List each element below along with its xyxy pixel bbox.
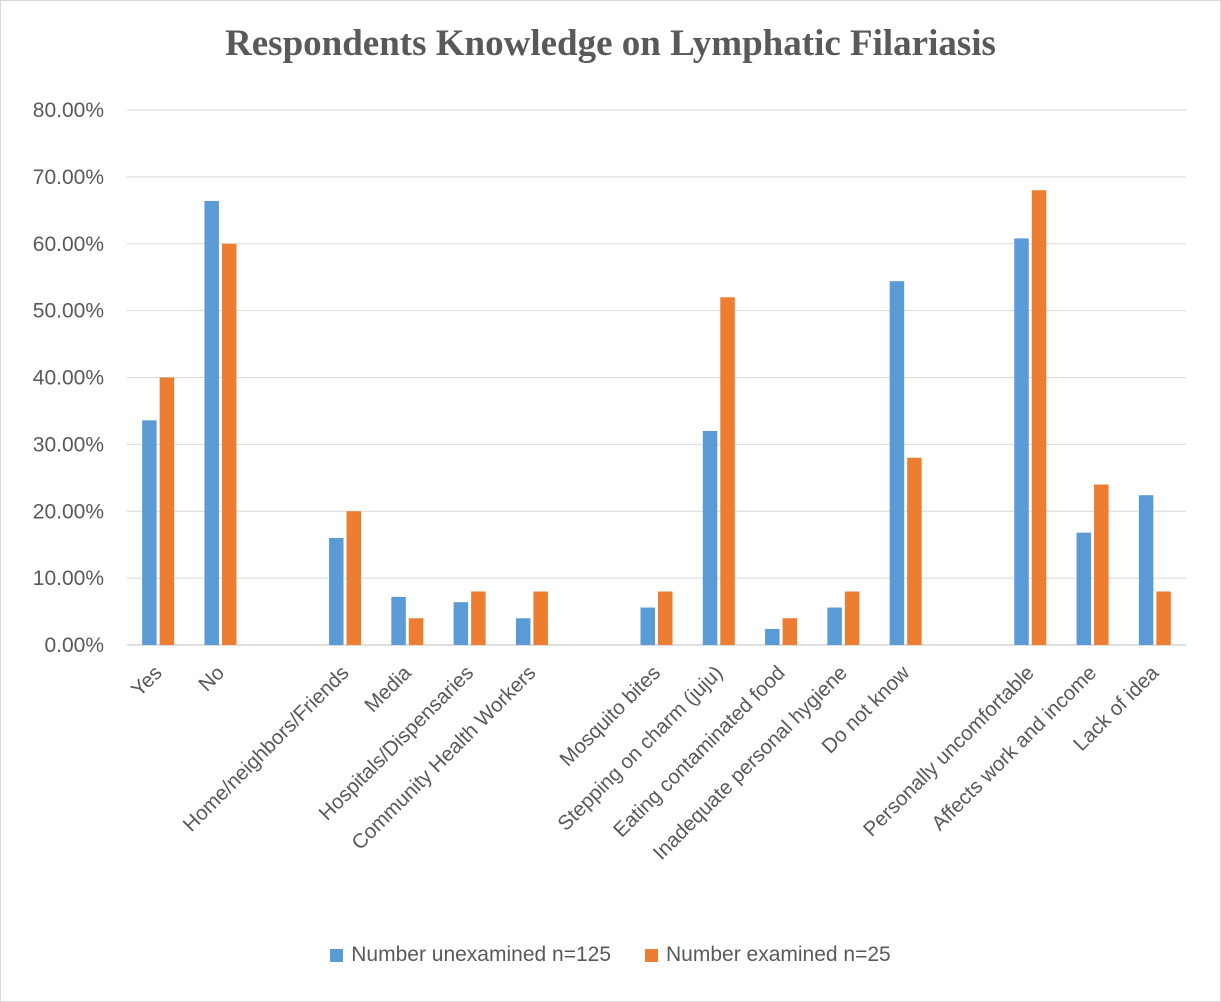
bar-examined	[221, 243, 237, 645]
legend-label-unexamined: Number unexamined n=125	[351, 943, 612, 966]
bar-examined	[844, 591, 860, 645]
y-tick-label: 80.00%	[33, 99, 104, 122]
x-category-label: Media	[360, 661, 416, 717]
bar-unexamined	[889, 281, 905, 645]
bar-unexamined	[515, 618, 531, 645]
bar-unexamined	[453, 602, 469, 645]
chart-title: Respondents Knowledge on Lymphatic Filar…	[225, 23, 996, 64]
x-category-label: Yes	[127, 661, 167, 701]
bar-unexamined	[1076, 532, 1092, 645]
bar-examined	[1094, 484, 1109, 645]
bar-unexamined	[329, 538, 344, 645]
legend-swatch-examined	[645, 948, 659, 962]
bar-examined	[907, 457, 922, 645]
bar-unexamined	[640, 607, 655, 645]
bar-unexamined	[765, 628, 780, 645]
bar-examined	[471, 591, 486, 645]
bar-examined	[1156, 591, 1171, 645]
gridlines	[127, 109, 1186, 646]
y-tick-label: 70.00%	[33, 166, 104, 189]
y-axis-tick-labels: 0.00% 10.00% 20.00% 30.00% 40.00% 50.00% 60.00…	[33, 99, 104, 657]
bars	[142, 190, 1171, 645]
bar-unexamined	[702, 431, 718, 645]
y-tick-label: 0.00%	[44, 634, 104, 657]
bar-examined	[159, 377, 175, 645]
bar-unexamined	[1138, 495, 1154, 645]
bar-unexamined	[827, 607, 842, 645]
bar-unexamined	[1014, 238, 1029, 645]
y-tick-label: 50.00%	[33, 300, 104, 323]
legend-item-unexamined: Number unexamined n=125	[330, 943, 611, 967]
legend: Number unexamined n=125 Number examined …	[0, 943, 1221, 967]
legend-label-examined: Number examined n=25	[666, 943, 891, 966]
bar-examined	[533, 591, 548, 645]
bar-examined	[408, 618, 424, 645]
bar-unexamined	[204, 200, 219, 645]
legend-swatch-unexamined	[330, 948, 344, 962]
bar-unexamined	[142, 420, 157, 645]
bar-examined	[720, 297, 735, 645]
bar-unexamined	[391, 596, 406, 645]
x-category-label: No	[194, 661, 229, 696]
y-tick-label: 40.00%	[33, 367, 104, 390]
y-tick-label: 60.00%	[33, 233, 104, 256]
y-tick-label: 20.00%	[33, 500, 104, 523]
bar-examined	[658, 591, 673, 645]
bar-examined	[1031, 190, 1047, 645]
bar-examined	[346, 511, 362, 645]
y-tick-label: 10.00%	[33, 567, 104, 590]
legend-item-examined: Number examined n=25	[645, 943, 891, 967]
bar-examined	[782, 618, 798, 645]
y-tick-label: 30.00%	[33, 433, 104, 456]
